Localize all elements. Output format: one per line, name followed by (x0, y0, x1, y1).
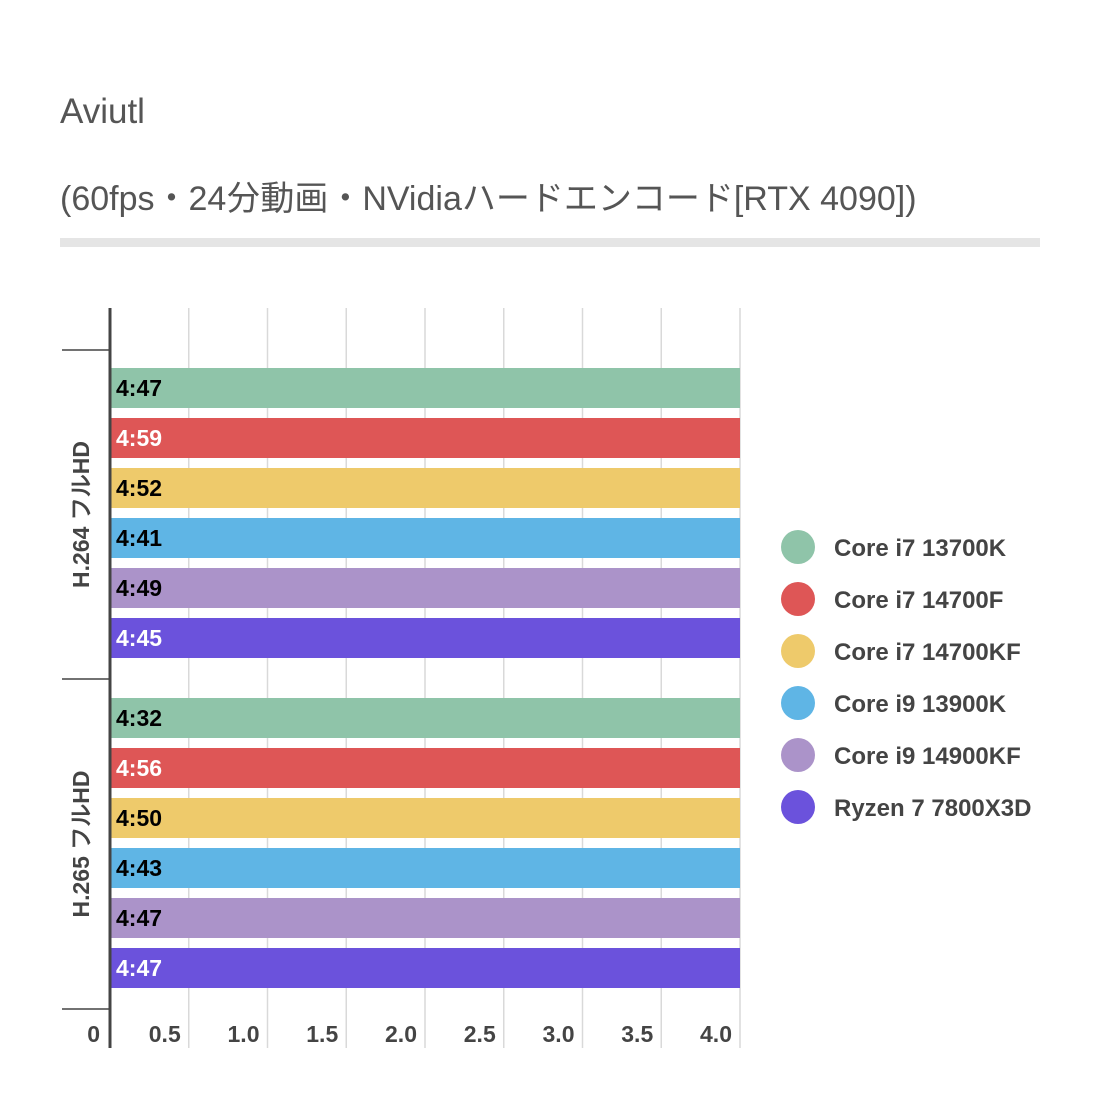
chart-title: Aviutl (60, 92, 145, 131)
bar-data-label: 4:47 (116, 375, 162, 401)
x-tick-label: 1.5 (306, 1021, 338, 1047)
x-tick-label: 2.5 (464, 1021, 496, 1047)
x-tick-label: 0 (87, 1021, 100, 1047)
bar (110, 568, 740, 608)
bar (110, 898, 740, 938)
bar (110, 368, 740, 408)
bar (110, 798, 740, 838)
legend: Core i7 13700K Core i7 14700F Core i7 1470… (781, 530, 1031, 824)
bar-data-label: 4:47 (116, 955, 162, 981)
x-tick-label: 1.0 (228, 1021, 260, 1047)
x-tick-label: 4.0 (700, 1021, 732, 1047)
bar-data-label: 4:43 (116, 855, 162, 881)
bar-data-label: 4:59 (116, 425, 162, 451)
legend-swatch (781, 530, 815, 564)
x-tick-label: 2.0 (385, 1021, 417, 1047)
bar (110, 848, 740, 888)
axis-layer: 0 0.5 1.0 1.5 2.0 2.5 3.0 3.5 4.0 H.264 フルHD H.265… (62, 308, 732, 1048)
y-category-label: H.265 フルHD (68, 771, 94, 918)
bar-data-label: 4:49 (116, 575, 162, 601)
bar-layer: 4:47 4:59 4:52 4:41 4:49 4:45 4:32 4:56 4:50 4:43… (110, 368, 740, 988)
legend-label: Core i7 13700K (834, 535, 1007, 562)
legend-swatch (781, 582, 815, 616)
x-tick-label: 3.0 (543, 1021, 575, 1047)
bar (110, 418, 740, 458)
bar-data-label: 4:32 (116, 705, 162, 731)
x-tick-label: 0.5 (149, 1021, 181, 1047)
bar (110, 748, 740, 788)
title-divider (60, 238, 1040, 247)
legend-label: Core i7 14700F (834, 587, 1003, 614)
chart-subtitle: (60fps・24分動画・NVidiaハードエンコード[RTX 4090]) (60, 180, 917, 218)
bar (110, 698, 740, 738)
bar (110, 468, 740, 508)
bar-data-label: 4:56 (116, 755, 162, 781)
legend-swatch (781, 738, 815, 772)
bar (110, 618, 740, 658)
bar-data-label: 4:45 (116, 625, 162, 651)
legend-label: Core i9 13900K (834, 691, 1007, 718)
x-tick-label: 3.5 (621, 1021, 653, 1047)
bar-data-label: 4:47 (116, 905, 162, 931)
y-category-label: H.264 フルHD (68, 441, 94, 588)
legend-label: Ryzen 7 7800X3D (834, 795, 1031, 822)
bar (110, 518, 740, 558)
bar-data-label: 4:50 (116, 805, 162, 831)
bar-data-label: 4:52 (116, 475, 162, 501)
legend-swatch (781, 634, 815, 668)
legend-swatch (781, 686, 815, 720)
bar (110, 948, 740, 988)
legend-label: Core i9 14900KF (834, 743, 1021, 770)
legend-swatch (781, 790, 815, 824)
bar-data-label: 4:41 (116, 525, 162, 551)
legend-label: Core i7 14700KF (834, 639, 1021, 666)
